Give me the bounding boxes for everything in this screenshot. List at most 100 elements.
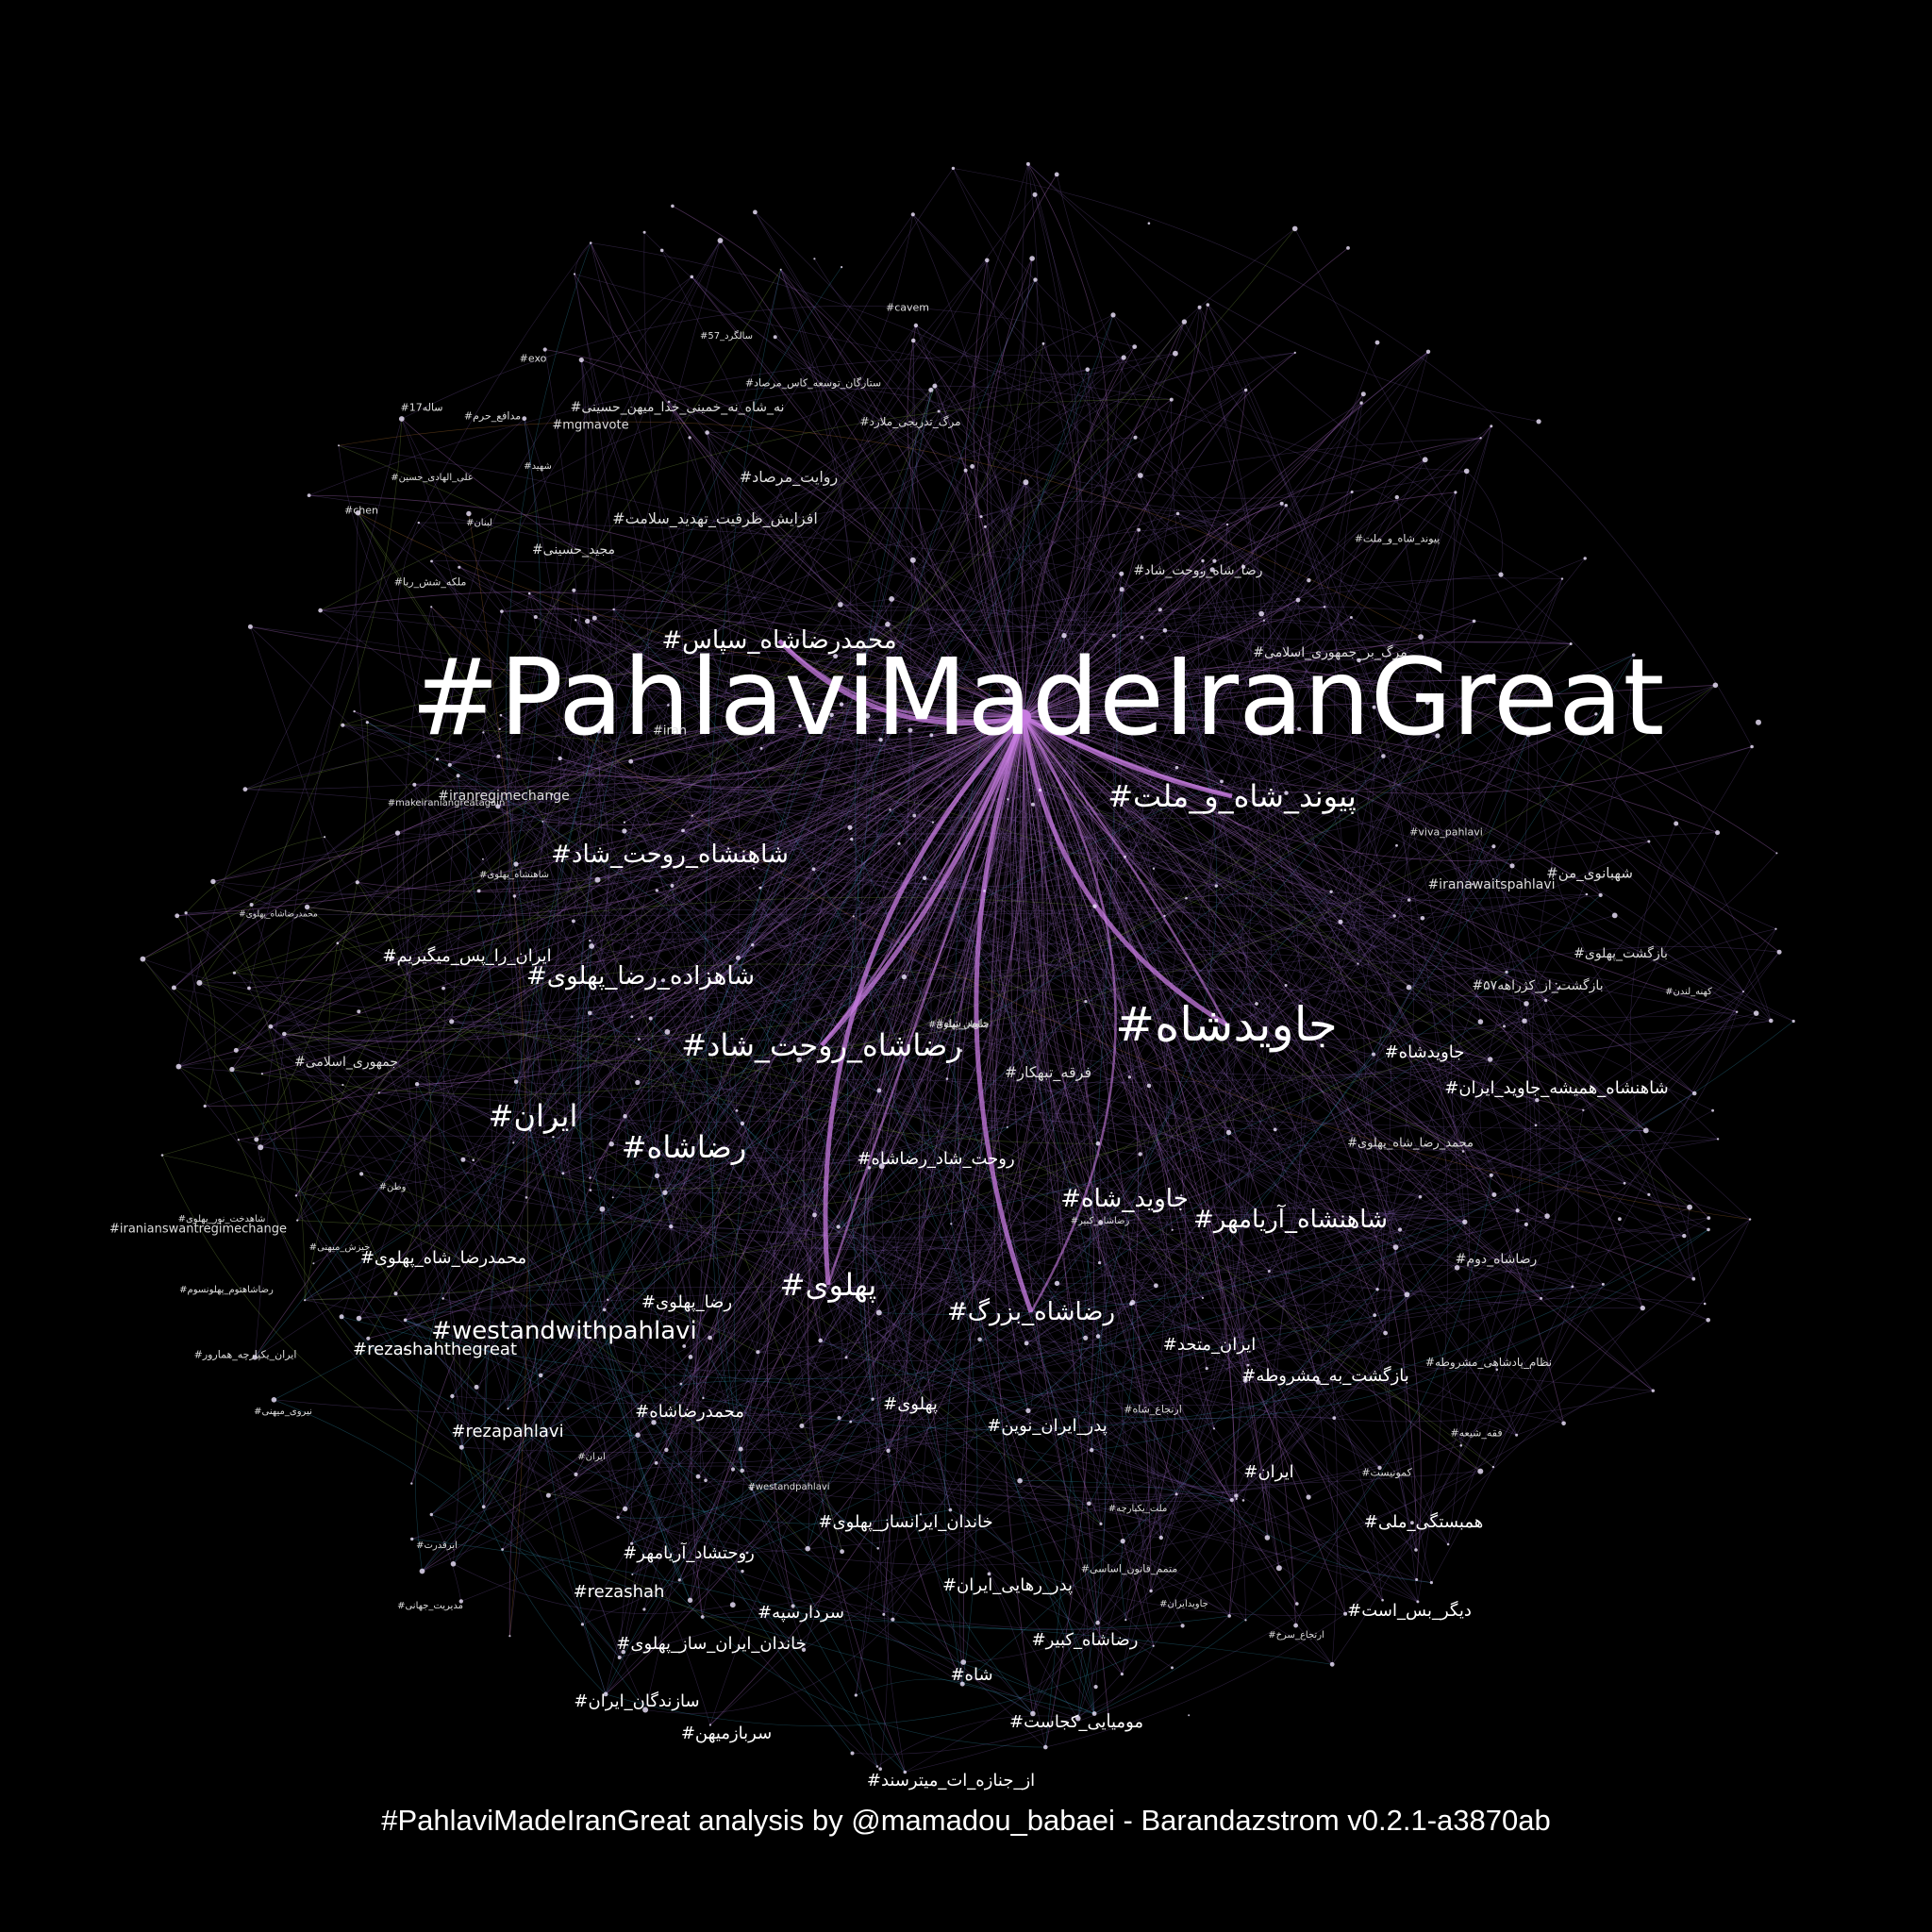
graph-edge <box>431 1380 874 1515</box>
graph-node <box>679 1382 683 1386</box>
graph-edge <box>1267 491 1457 1539</box>
graph-edge <box>458 775 1215 1429</box>
graph-edge <box>553 1136 1383 1601</box>
graph-edge <box>625 1193 1494 1509</box>
graph-node <box>254 1137 259 1142</box>
graph-node <box>1748 1218 1752 1221</box>
graph-edge <box>483 732 673 887</box>
graph-edge <box>1023 713 1780 953</box>
graph-edge <box>878 1090 1244 1501</box>
graph-edge <box>1023 716 1319 1383</box>
graph-edge <box>974 716 1034 1313</box>
graph-node <box>588 1010 592 1016</box>
graph-node <box>1025 161 1030 166</box>
graph-node <box>1154 1283 1158 1289</box>
graph-node <box>522 416 527 422</box>
graph-edge <box>395 1293 893 1620</box>
graph-edge <box>1023 716 1383 1601</box>
graph-edge <box>212 881 306 1301</box>
graph-edge <box>604 1309 1177 1501</box>
graph-edge <box>356 512 963 1685</box>
graph-node <box>738 1446 743 1452</box>
graph-node <box>1005 688 1010 694</box>
graph-edge <box>1124 857 1432 1583</box>
graph-edge <box>297 1025 1505 1226</box>
graph-edge <box>562 869 814 1174</box>
graph-edge <box>1124 351 1429 858</box>
graph-node <box>1359 401 1363 405</box>
hashtag-label: #مرگ_تدریجی_ملارد <box>859 415 961 428</box>
graph-edge <box>1032 1622 1098 1714</box>
graph-node <box>987 1572 991 1576</box>
graph-edge <box>514 352 1295 897</box>
graph-node <box>552 1136 555 1139</box>
graph-edge <box>890 809 1107 1719</box>
graph-edge <box>1023 716 1223 782</box>
hashtag-label: #mgmavote <box>552 418 629 433</box>
graph-edge <box>358 386 936 1012</box>
graph-edge <box>442 1298 847 1372</box>
graph-edge <box>1097 1143 1184 1591</box>
graph-node <box>983 890 986 892</box>
graph-node <box>481 1505 486 1509</box>
graph-node <box>1032 192 1038 197</box>
graph-edge <box>951 1076 1538 1224</box>
graph-edge <box>452 991 1744 1404</box>
graph-edge <box>1363 845 1401 1230</box>
graph-edge <box>500 714 1615 972</box>
graph-edge <box>342 685 1716 819</box>
graph-edge <box>1123 505 1287 1155</box>
graph-edge <box>260 1146 1162 1539</box>
graph-node <box>1491 844 1496 849</box>
hashtag-label: #رضاشاهتوم_پهلونسوم <box>179 1285 274 1295</box>
hashtag-label: #ملت_یکپارچه <box>1108 1504 1168 1514</box>
graph-edge <box>638 1431 1417 1580</box>
graph-node <box>1110 312 1116 318</box>
graph-edge <box>624 577 1563 823</box>
graph-edge <box>1089 1304 1135 1504</box>
hashtag-label: #محمدرضاشاه <box>635 1402 744 1422</box>
graph-edge <box>358 513 1178 1319</box>
graph-edge <box>619 1192 666 1658</box>
hashtag-label: #پدر_رهایی_ایران <box>941 1575 1074 1595</box>
graph-edge <box>1023 305 1208 718</box>
graph-edge <box>451 1021 638 1083</box>
graph-node <box>611 1196 614 1199</box>
graph-edge <box>657 269 852 1176</box>
hashtag-label: #کمونیست <box>1361 1466 1412 1479</box>
graph-node <box>805 1545 810 1552</box>
graph-edge <box>631 1235 1685 1544</box>
graph-edge <box>630 574 1502 762</box>
graph-edge <box>1177 513 1438 737</box>
graph-edge <box>575 716 1024 1475</box>
graph-node <box>410 1482 413 1485</box>
graph-node <box>923 875 927 880</box>
graph-edge <box>993 716 1034 1714</box>
graph-edge <box>357 882 432 1339</box>
graph-edge <box>238 1139 1494 1241</box>
hashtag-label: #سربازمیهن <box>680 1724 773 1743</box>
graph-edge <box>1023 716 1214 808</box>
graph-edge <box>841 704 1557 985</box>
edge-group <box>142 163 1794 1773</box>
graph-edge <box>178 1066 576 1475</box>
graph-node <box>229 1066 235 1073</box>
graph-edge <box>1085 1001 1708 1321</box>
graph-node <box>1241 1499 1245 1502</box>
graph-node <box>1124 1619 1127 1622</box>
hashtag-label: #خاندان_ایرانساز_پهلوی <box>818 1512 993 1532</box>
graph-edge <box>357 589 1123 883</box>
graph-node <box>417 521 420 525</box>
graph-node <box>812 703 815 706</box>
graph-edge <box>416 214 914 1085</box>
graph-edge <box>1032 734 1529 1714</box>
graph-edge <box>587 621 1217 887</box>
node-group <box>140 161 1795 1774</box>
graph-edge <box>1085 734 1529 1002</box>
graph-edge <box>1023 716 1177 1495</box>
graph-node <box>1201 558 1205 563</box>
graph-edge <box>838 894 1601 1227</box>
graph-edge <box>1023 716 1246 1381</box>
graph-node <box>979 515 983 519</box>
graph-node <box>1184 685 1187 688</box>
